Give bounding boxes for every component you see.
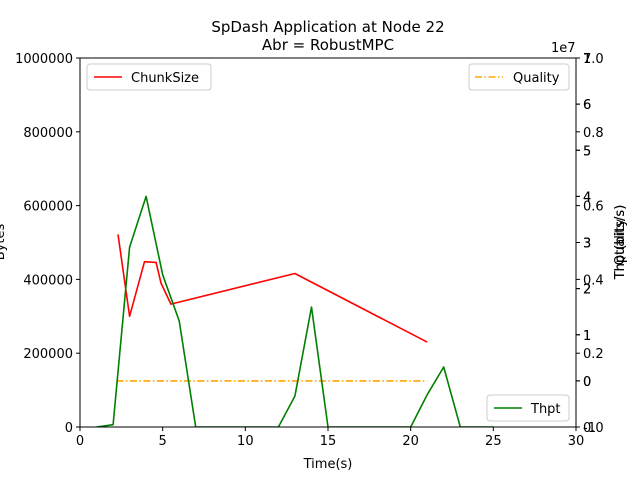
legend-quality: Quality xyxy=(468,63,570,91)
x-tick-label: 15 xyxy=(320,434,337,449)
series-line-thpt xyxy=(96,195,494,427)
x-tick-label: 10 xyxy=(237,434,254,449)
x-tick-label: 30 xyxy=(568,434,585,449)
x-tick-label: 20 xyxy=(402,434,419,449)
left-tick-label: 400000 xyxy=(23,273,73,288)
right_quality-tick-label: 3 xyxy=(583,237,591,252)
x-tick-label: 5 xyxy=(159,434,167,449)
right_quality-tick-label: 5 xyxy=(583,144,591,159)
left-tick-label: 0 xyxy=(65,421,73,436)
right_quality-tick-label: 6 xyxy=(583,98,591,113)
right_thpt-tick-label: 2 xyxy=(583,283,591,298)
right_quality-tick-label: 1 xyxy=(583,329,591,344)
chart-subtitle: Abr = RobustMPC xyxy=(262,36,394,54)
right_norm-tick-label: 0.4 xyxy=(583,273,604,288)
chart-title: SpDash Application at Node 22 xyxy=(211,18,444,36)
right_thpt-tick-label: 0 xyxy=(583,375,591,390)
left-tick-label: 1000000 xyxy=(15,52,73,67)
right_norm-tick-label: 0.2 xyxy=(583,347,604,362)
series-line-chunksize xyxy=(117,234,428,343)
right-axis-label-quality: Quality xyxy=(613,218,628,265)
legend-thpt: Thpt xyxy=(486,394,570,422)
x-axis: 0 5 10 15 20 25 30 xyxy=(76,427,584,449)
right-axis-label-thpt: Thpt(bits/s) xyxy=(613,205,628,281)
legend-quality-label: Quality xyxy=(513,71,560,86)
legend-chunksize-label: ChunkSize xyxy=(131,71,199,86)
right_thpt-tick-label: 5 xyxy=(583,144,591,159)
legend-thpt-label: Thpt xyxy=(530,402,561,417)
left-axis: 0 200000 400000 600000 800000 1000000 xyxy=(15,52,80,436)
left-tick-label: 600000 xyxy=(23,200,73,215)
right_quality-tick-label: 2 xyxy=(583,283,591,298)
right-axis-label-norm: Thpt(bits/s) xyxy=(613,205,628,281)
x-tick-label: 25 xyxy=(485,434,502,449)
legend-chunksize: ChunkSize xyxy=(86,63,212,91)
right_thpt-tick-label: 6 xyxy=(583,98,591,113)
right_norm-tick-label: 0.6 xyxy=(583,200,604,215)
x-tick-label: 0 xyxy=(76,434,84,449)
left-tick-label: 200000 xyxy=(23,347,73,362)
right_thpt-tick-label: 7 xyxy=(583,52,591,67)
right_quality-tick-label: -1 xyxy=(583,421,596,436)
right_thpt-tick-label: 3 xyxy=(583,237,591,252)
right_norm-tick-label: 0.0 xyxy=(583,421,604,436)
right_quality-tick-label: 4 xyxy=(583,190,591,205)
series-layer xyxy=(96,195,494,427)
right_norm-tick-label: 0.8 xyxy=(583,126,604,141)
right_thpt-tick-label: 4 xyxy=(583,190,591,205)
right_norm-tick-label: 1.0 xyxy=(583,52,604,67)
right-axis-offset-text: 1e7 xyxy=(551,41,576,56)
plot-frame xyxy=(79,57,577,428)
right_quality-tick-label: 0 xyxy=(583,375,591,390)
right_quality-tick-label: 7 xyxy=(583,52,591,67)
left-tick-label: 800000 xyxy=(23,126,73,141)
x-axis-label: Time(s) xyxy=(303,457,353,472)
right_thpt-tick-label: 1 xyxy=(583,329,591,344)
left-axis-label: Bytes xyxy=(0,224,8,261)
